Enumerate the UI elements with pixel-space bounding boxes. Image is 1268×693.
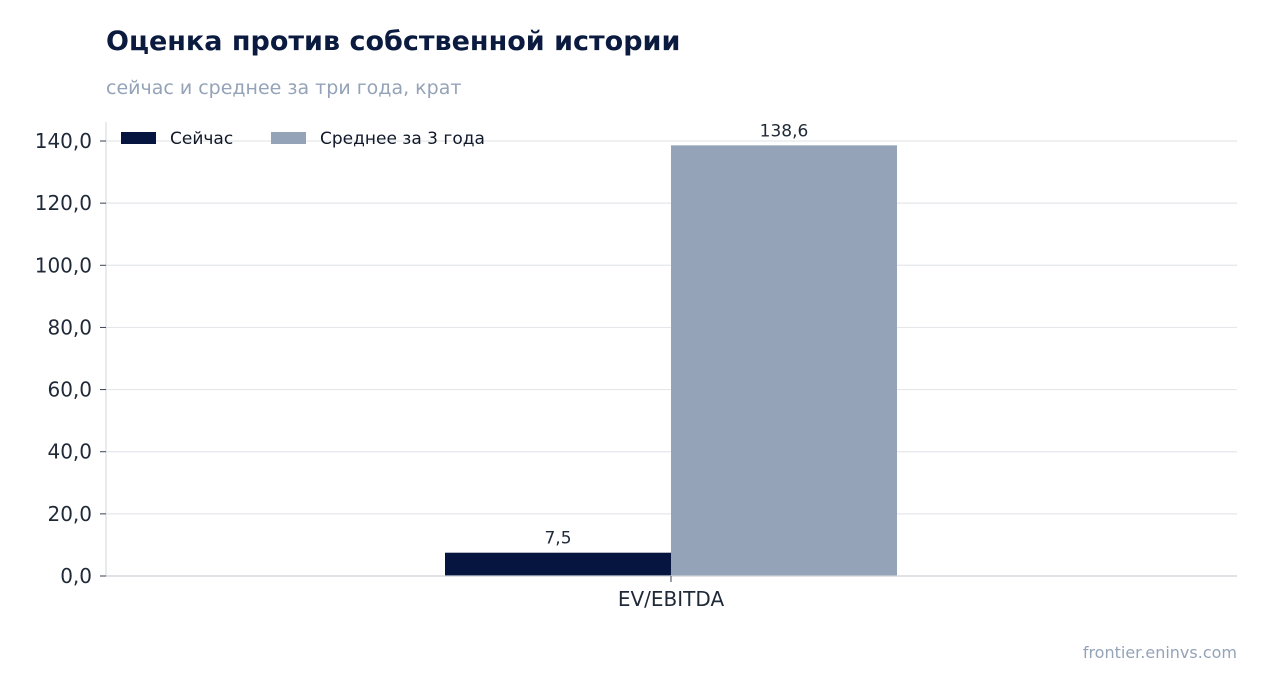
bar-avg	[671, 145, 897, 576]
x-axis: EV/EBITDA	[106, 575, 1237, 611]
y-tick-label: 140,0	[35, 129, 92, 153]
bar-now	[445, 552, 671, 576]
chart-subtitle: сейчас и среднее за три года, крат	[106, 77, 462, 99]
data-label-avg: 138,6	[760, 121, 809, 141]
y-tick-label: 120,0	[35, 191, 92, 215]
data-label-now: 7,5	[544, 529, 571, 549]
y-tick-label: 40,0	[47, 440, 92, 464]
legend: Сейчас Среднее за 3 года	[121, 129, 485, 149]
bars	[445, 145, 897, 576]
legend-label-avg: Среднее за 3 года	[320, 129, 485, 149]
chart-title: Оценка против собственной истории	[106, 26, 681, 57]
y-tick-label: 0,0	[60, 564, 92, 588]
data-labels: 7,5 138,6	[544, 121, 808, 548]
source-credit: frontier.eninvs.com	[1082, 643, 1237, 662]
y-axis: 0,0 20,0 40,0 60,0 80,0 100,0 120,0 140,0	[35, 122, 107, 588]
legend-label-now: Сейчас	[170, 129, 233, 149]
y-tick-label: 60,0	[47, 378, 92, 402]
y-tick-label: 20,0	[47, 502, 92, 526]
legend-swatch-avg	[271, 132, 306, 144]
legend-swatch-now	[121, 132, 156, 144]
y-tick-label: 100,0	[35, 253, 92, 277]
y-tick-label: 80,0	[47, 315, 92, 339]
x-category-label: EV/EBITDA	[618, 587, 725, 611]
